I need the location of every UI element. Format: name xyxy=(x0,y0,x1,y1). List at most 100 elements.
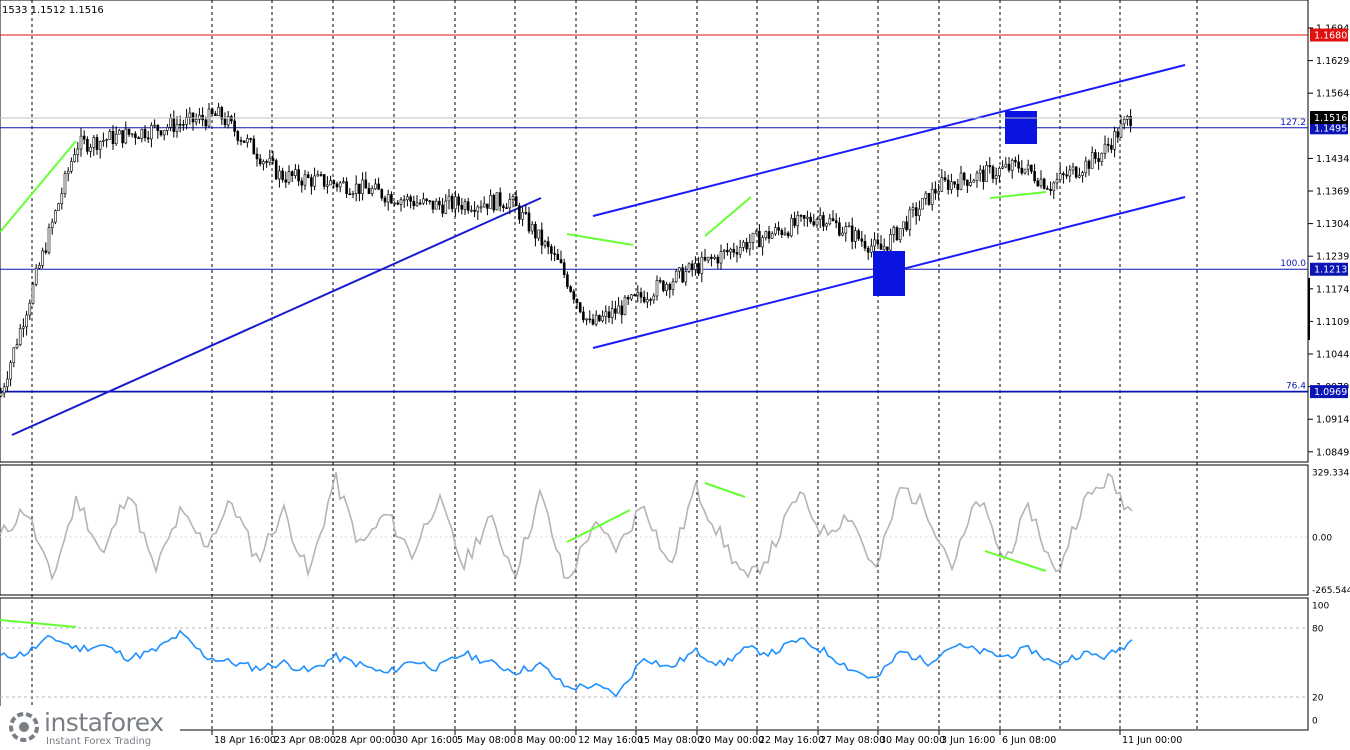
candle-body xyxy=(553,253,556,255)
candle-body xyxy=(943,177,947,181)
candle-body xyxy=(946,179,950,190)
candle-body xyxy=(470,209,473,212)
price-tick-label: 1.1369 xyxy=(1316,187,1349,198)
candle-body xyxy=(834,220,838,224)
level-0969-fib-label: 76.4 xyxy=(1286,382,1306,392)
candle-body xyxy=(1023,168,1027,174)
candle-body xyxy=(735,252,739,255)
time-label: 5 May 08:00 xyxy=(457,735,516,746)
candle-body xyxy=(876,239,880,245)
candle-body xyxy=(738,246,742,255)
candle-body xyxy=(98,141,102,150)
candle-body xyxy=(652,295,656,301)
candle-body xyxy=(1046,188,1049,190)
candle-body xyxy=(572,291,576,300)
candle-body xyxy=(329,180,332,186)
time-label: 28 Apr 00:00 xyxy=(335,735,397,746)
candle-body xyxy=(681,267,684,283)
price-tick-label: 1.1304 xyxy=(1316,219,1349,230)
candle-body xyxy=(367,187,371,194)
candle-body xyxy=(697,263,700,274)
price-tick-label: 1.1044 xyxy=(1316,350,1349,361)
candle-body xyxy=(409,196,412,202)
candle-body xyxy=(239,140,243,142)
candle-body xyxy=(978,169,982,174)
candle-body xyxy=(678,267,681,272)
candle-body xyxy=(630,294,633,300)
candle-body xyxy=(1010,159,1014,171)
candle-body xyxy=(1042,178,1046,189)
candle-body xyxy=(169,118,172,128)
price-tick-label: 1.0849 xyxy=(1316,447,1349,458)
candle-body xyxy=(0,392,3,397)
candle-body xyxy=(860,238,864,242)
candle-body xyxy=(150,125,153,140)
candle-body xyxy=(172,118,176,132)
candle-body xyxy=(492,194,496,211)
candle-body xyxy=(463,201,467,210)
candle-body xyxy=(1039,178,1043,187)
candle-body xyxy=(975,172,979,181)
candle-body xyxy=(847,225,851,228)
candle-body xyxy=(66,170,70,174)
candle-body xyxy=(953,181,956,185)
candle-body xyxy=(393,202,396,205)
candle-body xyxy=(1087,160,1091,169)
level-1680-label: 1.1680 xyxy=(1314,31,1347,42)
candle-body xyxy=(255,153,259,160)
candle-body xyxy=(886,246,889,251)
rsi-tick-label: 100 xyxy=(1312,602,1329,612)
candle-body xyxy=(658,280,662,282)
time-label: 30 Apr 16:00 xyxy=(396,735,458,746)
candle-body xyxy=(1026,164,1030,170)
candle-body xyxy=(313,175,316,187)
candle-body xyxy=(838,222,841,236)
level-1495-label: 1.1495 xyxy=(1314,123,1347,134)
candle-body xyxy=(831,218,835,221)
ohlc-header: 1533 1.1512 1.1516 xyxy=(2,5,104,16)
candle-body xyxy=(127,128,131,135)
candle-body xyxy=(399,199,403,205)
candle-body xyxy=(934,188,937,194)
candle-body xyxy=(537,229,540,239)
candle-body xyxy=(966,179,969,186)
rsi-line xyxy=(0,629,1133,698)
candle-body xyxy=(550,246,553,254)
candle-body xyxy=(431,200,435,210)
candle-body xyxy=(873,239,876,247)
time-label: 6 Jun 08:00 xyxy=(1002,735,1056,746)
candle-body xyxy=(937,190,940,194)
candle-body xyxy=(578,302,582,313)
candle-body xyxy=(242,140,246,143)
candle-body xyxy=(780,230,784,235)
candle-body xyxy=(441,204,444,214)
candle-body xyxy=(569,286,572,292)
level-1213-label-box xyxy=(1310,262,1348,276)
candle-body xyxy=(1033,171,1036,182)
current-price-label: 1.1516 xyxy=(1314,113,1347,124)
price-tick-label: 1.0914 xyxy=(1316,415,1349,426)
time-label: 8 May 00:00 xyxy=(517,735,576,746)
candle-body xyxy=(406,196,409,201)
candle-body xyxy=(460,204,464,210)
candle-body xyxy=(940,177,944,192)
candle-body xyxy=(47,227,51,253)
level-0969-label-box xyxy=(1310,385,1348,399)
candle-body xyxy=(153,124,156,127)
candle-body xyxy=(146,137,150,140)
candle-body xyxy=(438,200,441,206)
candle-body xyxy=(489,194,492,209)
rsi-tick-label: 0 xyxy=(1312,717,1318,727)
candle-body xyxy=(108,131,112,140)
candle-body xyxy=(15,344,19,349)
candle-body xyxy=(2,386,6,394)
candle-body xyxy=(342,181,345,184)
candle-body xyxy=(895,227,899,241)
candle-body xyxy=(921,197,924,210)
candle-body xyxy=(806,216,809,219)
level-1495-label-box xyxy=(1310,121,1348,135)
candle-body xyxy=(105,139,108,141)
candle-body xyxy=(41,250,44,266)
candle-body xyxy=(879,243,883,250)
